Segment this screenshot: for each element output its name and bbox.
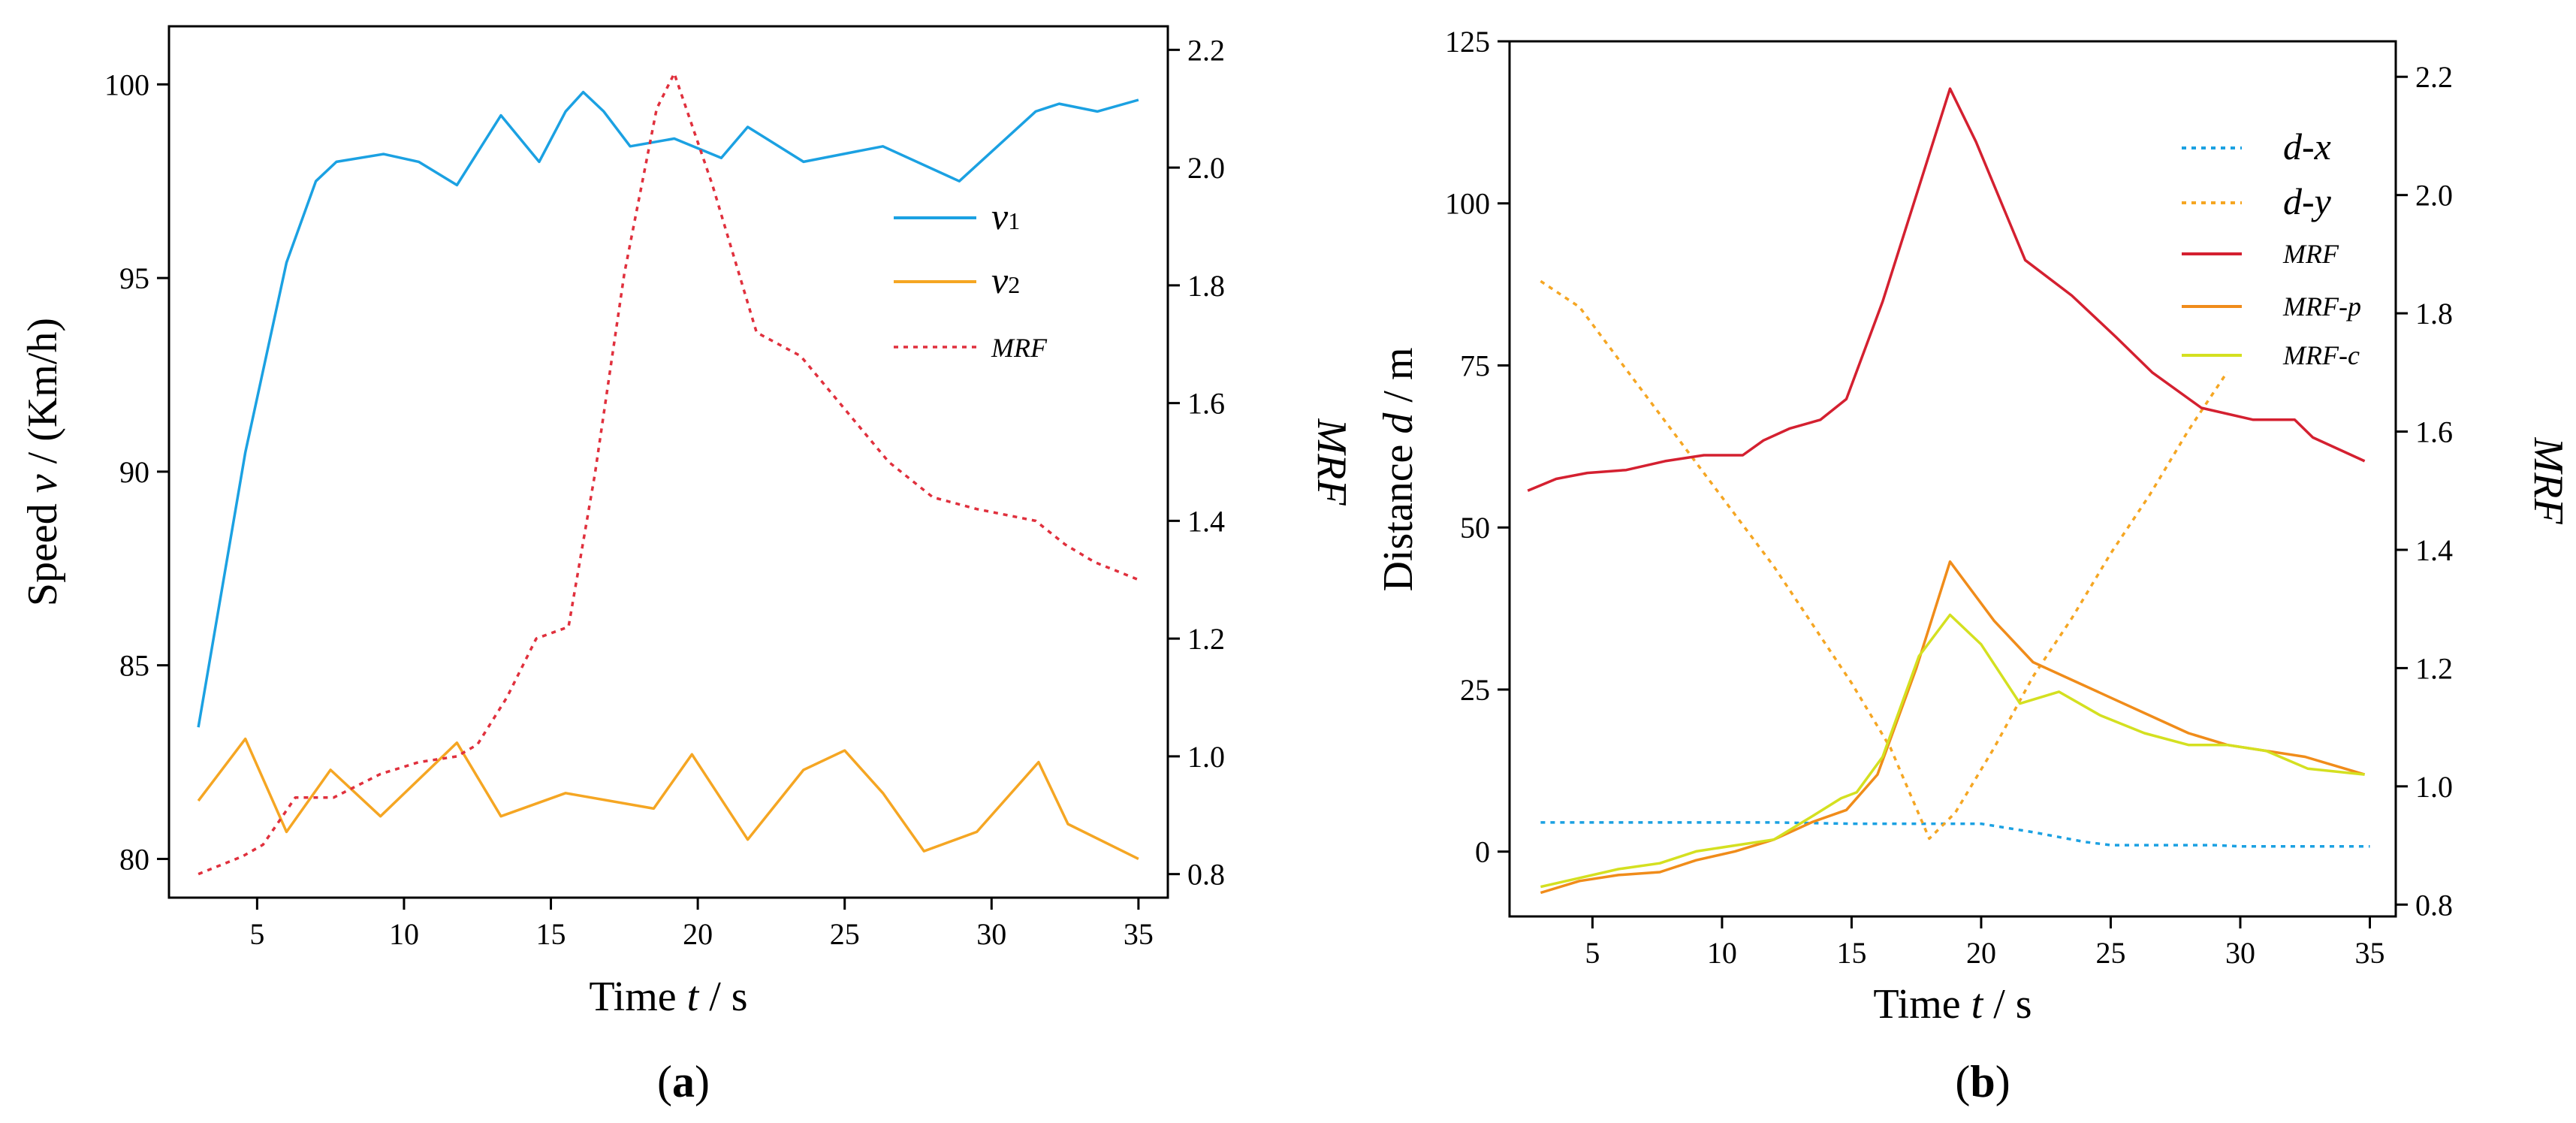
x-tick-label: 35 [2354,936,2384,970]
y2-tick-label: 1.8 [1187,269,1225,303]
y2-tick-label: 1.4 [2415,533,2453,567]
y-tick-label: 0 [1475,835,1490,869]
y-tick-label: 100 [1445,187,1490,221]
panel-b-y2-ticks: 0.8 1.0 1.2 1.4 1.6 1.8 2.0 2.2 [2396,60,2453,922]
y2-tick-label: 1.6 [2415,415,2453,449]
legend-item-v2: v2 [894,259,1020,301]
series-line-mrf [198,71,1139,876]
y2-tick-label: 1.2 [1187,622,1225,656]
y-tick-label: 100 [104,68,149,101]
legend-item-dx: d-x [2182,125,2331,168]
legend-label-mrf-p: MRF-p [2282,291,2361,322]
x-tick-label: 5 [249,917,264,951]
x-tick-label: 20 [1966,936,1996,970]
x-tick-label: 15 [536,917,566,951]
x-tick-label: 25 [2095,936,2125,970]
legend-item-mrf-p: MRF-p [2182,291,2361,322]
series-line-v1 [197,90,1139,728]
y2-tick-label: 2.0 [1187,151,1225,185]
panel-b-x-axis-title: Time t / s [1873,981,2032,1028]
y2-tick-label: 1.2 [2415,651,2453,685]
y2-tick-label: 0.8 [1187,858,1225,892]
panel-a-x-ticks: 5 10 15 20 25 30 35 [249,898,1154,951]
panel-b-y2-axis-title: MRF [2525,436,2571,524]
legend-item-mrf: MRF [894,333,1048,363]
panel-b-series [1527,87,2370,895]
legend-label-mrf-c: MRF-c [2282,340,2360,370]
x-tick-label: 30 [976,917,1006,951]
x-tick-label: 15 [1836,936,1866,970]
panel-a-x-axis-title: Time t / s [589,974,747,1020]
y2-tick-label: 2.2 [1187,33,1225,67]
legend-item-mrf-c: MRF-c [2182,340,2360,370]
legend-item-mrf-b: MRF [2182,239,2339,269]
y-tick-label: 50 [1460,511,1490,545]
legend-label-v2: v2 [991,259,1020,301]
panel-b-y-ticks: 0 25 50 75 100 125 [1445,25,1510,869]
panel-b-x-ticks: 5 10 15 20 25 30 35 [1585,916,2384,970]
y2-tick-label: 1.8 [2415,297,2453,331]
series-line-v2 [197,737,1139,860]
y2-tick-label: 2.0 [2415,179,2453,213]
panel-a-label: (a) [657,1057,710,1106]
panel-b: 5 10 15 20 25 30 35 0 25 50 75 100 125 0.8 1.0 1.2 1.4… [1375,25,2571,1106]
y-tick-label: 90 [119,455,149,489]
legend-item-v1: v1 [894,195,1020,237]
panel-a-legend: v1 v2 MRF [894,195,1048,363]
legend-label-v1: v1 [991,195,1020,237]
panel-b-y-axis-title: Distance d / m [1375,347,1422,591]
legend-label-dy: d-y [2283,180,2332,222]
series-line-d-y [1540,279,2229,841]
panel-a-series [197,71,1139,876]
panel-a-y-ticks: 80 85 90 95 100 [104,68,169,876]
panel-a: 5 10 15 20 25 30 35 80 85 90 95 100 0.8 1.0 1.2 1.4 1.… [20,25,1355,1106]
y-tick-label: 75 [1460,349,1490,382]
y2-tick-label: 1.4 [1187,504,1225,538]
panel-a-y2-ticks: 0.8 1.0 1.2 1.4 1.6 1.8 2.0 2.2 [1168,33,1225,892]
legend-label-dx: d-x [2283,125,2331,168]
y2-tick-label: 0.8 [2415,888,2453,922]
x-tick-label: 10 [389,917,419,951]
x-tick-label: 20 [683,917,713,951]
series-line-d-x [1540,821,2370,848]
y2-tick-label: 1.0 [1187,740,1225,774]
y-tick-label: 25 [1460,673,1490,707]
x-tick-label: 30 [2225,936,2255,970]
y-tick-label: 85 [119,649,149,683]
y-tick-label: 95 [119,261,149,295]
x-tick-label: 35 [1124,917,1154,951]
panel-b-legend: d-x d-y MRF MRF-p MRF-c [2182,125,2361,370]
panel-a-y-axis-title: Speed v / (Km/h) [20,318,66,606]
series-line-mrf-c [1540,613,2365,889]
x-tick-label: 10 [1707,936,1737,970]
series-line-mrf [1527,87,2366,492]
x-tick-label: 5 [1585,936,1600,970]
series-line-mrf-p [1540,560,2366,895]
y2-tick-label: 1.6 [1187,387,1225,421]
legend-label-mrf: MRF [991,333,1048,363]
x-tick-label: 25 [830,917,860,951]
panel-a-y2-axis-title: MRF [1308,418,1355,506]
panel-a-plot-frame [167,25,1169,899]
y-tick-label: 80 [119,842,149,876]
y2-tick-label: 2.2 [2415,60,2453,94]
panel-b-plot-frame [1508,40,2397,918]
legend-label-mrf-b: MRF [2282,239,2339,269]
y-tick-label: 125 [1445,25,1490,59]
panel-b-label: (b) [1955,1057,2010,1106]
legend-item-dy: d-y [2182,180,2332,222]
y2-tick-label: 1.0 [2415,770,2453,804]
